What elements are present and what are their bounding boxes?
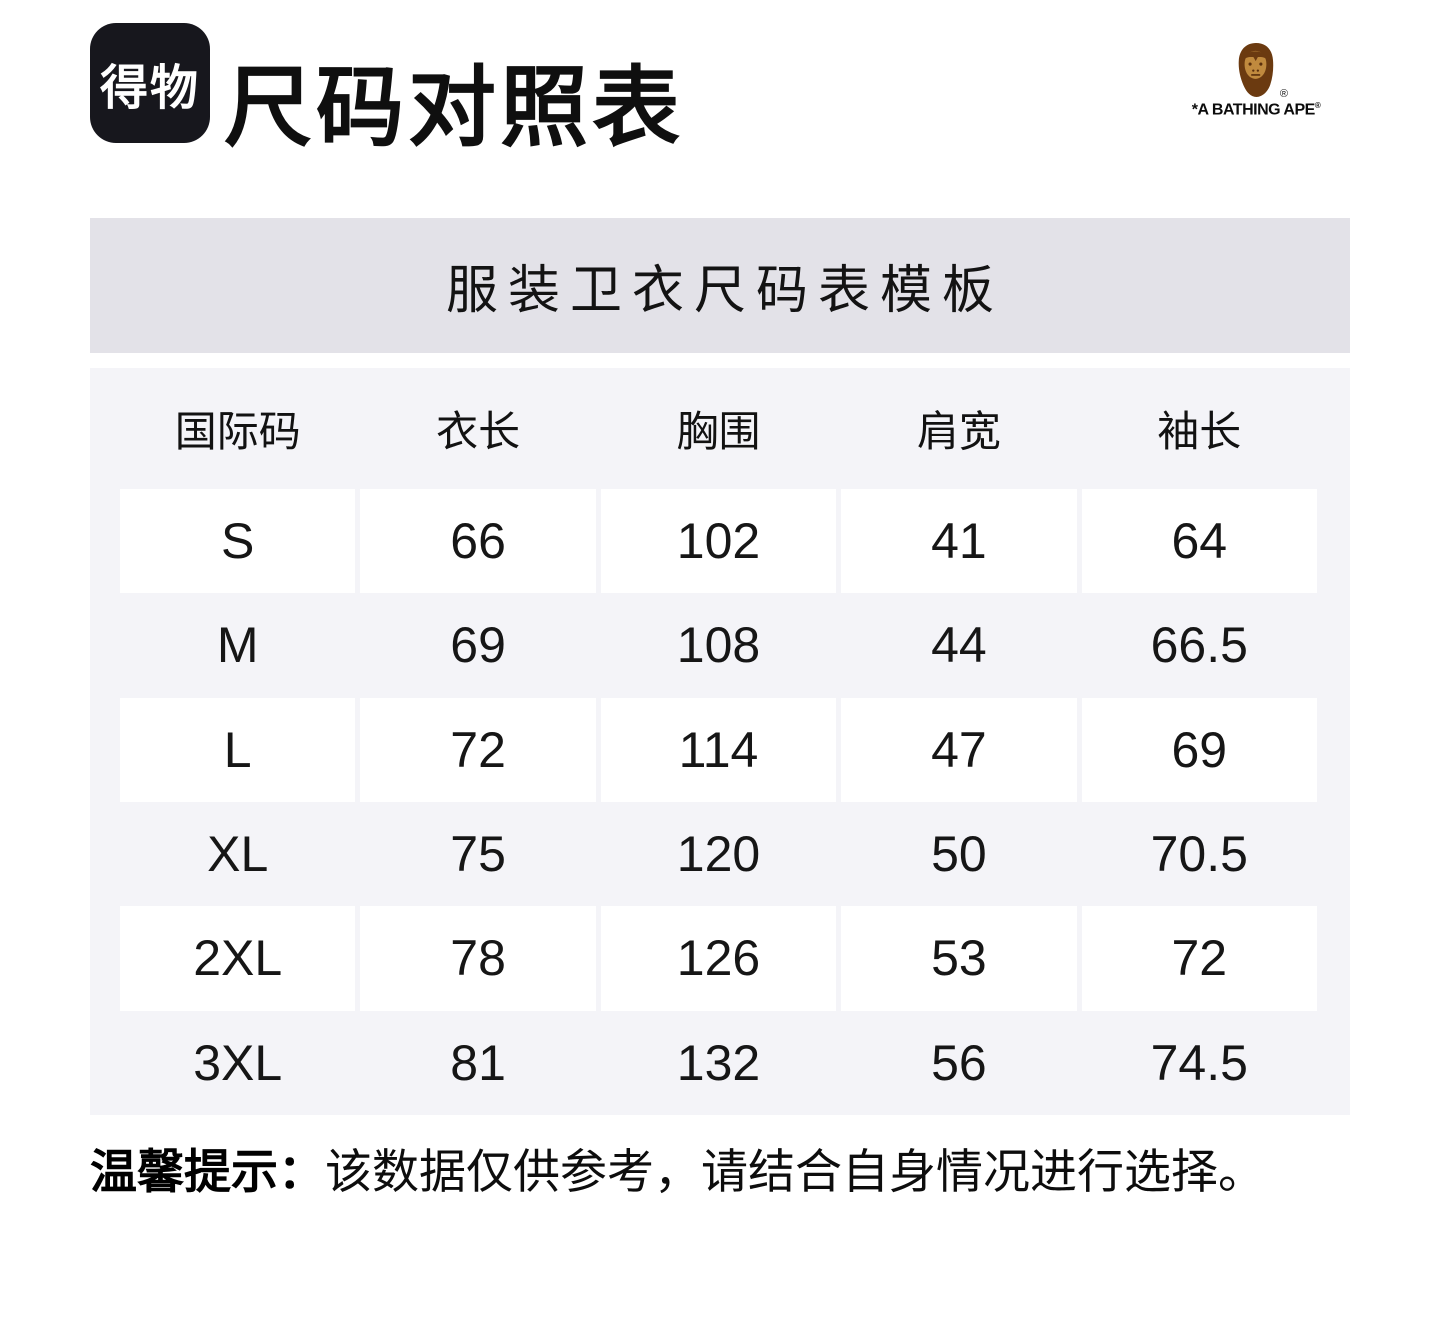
table-cell: 72 <box>360 697 596 802</box>
table-banner: 服装卫衣尺码表模板 <box>90 218 1350 353</box>
table-cell: 120 <box>676 826 761 883</box>
brand-name: *A BATHING APE® <box>1191 101 1321 119</box>
column-header: 袖长 <box>1157 408 1242 455</box>
table-cell: 50 <box>931 826 987 883</box>
table-cell: 66 <box>360 489 596 594</box>
size-cell: XL <box>207 826 269 883</box>
footer-note-text: 该数据仅供参考，请结合自身情况进行选择。 <box>325 1145 1265 1198</box>
size-cell: 3XL <box>193 1034 283 1091</box>
size-cell: L <box>120 697 356 802</box>
table-cell: 132 <box>676 1034 761 1091</box>
table-row: L 72 114 47 69 <box>120 697 1317 802</box>
column-header: 国际码 <box>174 408 301 455</box>
table-row: M 69 108 44 66.5 <box>120 593 1317 697</box>
size-cell: S <box>120 489 356 594</box>
footer-note-label: 温馨提示： <box>90 1145 325 1198</box>
table-cell: 53 <box>841 906 1077 1011</box>
table-cell: 69 <box>1081 697 1317 802</box>
footer-note: 温馨提示：该数据仅供参考，请结合自身情况进行选择。 <box>90 1133 1265 1202</box>
table-cell: 56 <box>931 1034 987 1091</box>
column-header: 肩宽 <box>916 408 1001 455</box>
table-cell: 78 <box>360 906 596 1011</box>
table-cell: 66.5 <box>1150 617 1248 674</box>
bape-brand-logo: ® *A BATHING APE® <box>1186 42 1326 119</box>
dewu-logo-text: 得物 <box>99 62 200 115</box>
dewu-logo: 得物 <box>90 23 210 143</box>
table-cell: 41 <box>841 489 1077 594</box>
table-row: 2XL 78 126 53 72 <box>120 906 1317 1011</box>
table-cell: 108 <box>676 617 761 674</box>
column-header: 衣长 <box>436 408 521 455</box>
banner-title: 服装卫衣尺码表模板 <box>445 262 1004 320</box>
table-cell: 47 <box>841 697 1077 802</box>
size-cell: M <box>216 617 259 674</box>
table-cell: 44 <box>931 617 987 674</box>
table-cell: 69 <box>450 617 506 674</box>
table-cell: 74.5 <box>1150 1034 1248 1091</box>
table-cell: 126 <box>600 906 837 1011</box>
table-cell: 114 <box>600 697 837 802</box>
table-cell: 70.5 <box>1150 826 1248 883</box>
table-cell: 81 <box>450 1034 506 1091</box>
table-cell: 102 <box>600 489 837 594</box>
size-cell: 2XL <box>120 906 356 1011</box>
page-title: 尺码对照表 <box>224 58 685 157</box>
table-row: S 66 102 41 64 <box>120 489 1317 594</box>
table-cell: 72 <box>1081 906 1317 1011</box>
column-header: 胸围 <box>676 408 761 455</box>
table-row: 3XL 81 132 56 74.5 <box>120 1011 1317 1115</box>
table-row: XL 75 120 50 70.5 <box>120 802 1317 906</box>
table-header-row: 国际码 衣长 胸围 肩宽 袖长 <box>120 368 1317 489</box>
registered-mark: ® <box>1279 88 1288 100</box>
size-table: 国际码 衣长 胸围 肩宽 袖长 S 66 102 41 64 M 69 108 … <box>90 368 1350 1115</box>
registered-mark: ® <box>1314 101 1321 110</box>
table-cell: 64 <box>1081 489 1317 594</box>
ape-head-icon: ® <box>1234 42 1288 100</box>
table-cell: 75 <box>450 826 506 883</box>
